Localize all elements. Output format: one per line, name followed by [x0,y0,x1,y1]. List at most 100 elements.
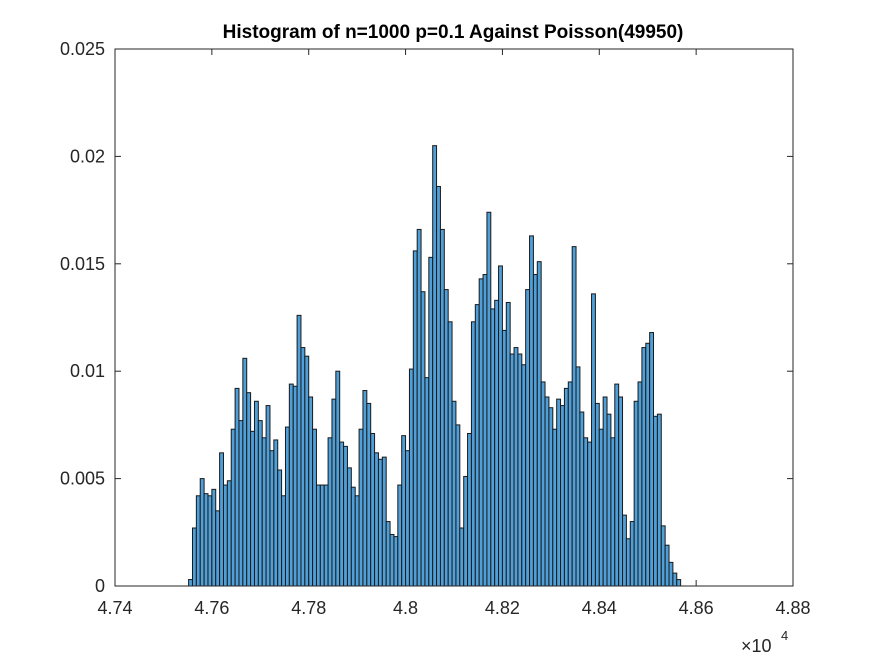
histogram-bar [625,538,631,587]
histogram-bar [292,385,298,587]
histogram-bar [219,452,224,587]
histogram-bar [478,278,484,587]
histogram-bar [203,493,209,587]
x-tick-label: 4.86 [679,598,714,618]
histogram-bar [253,400,259,587]
histogram-bar [610,437,616,587]
y-tick-label: 0.01 [70,361,105,381]
histogram-bar [277,469,283,587]
x-axis: 4.74 4.76 4.78 4.8 4.82 4.84 4.86 4.88 [97,49,811,618]
histogram-bar [412,250,418,587]
histogram-bar [304,355,310,587]
histogram-bar [656,413,662,587]
histogram-bar [556,398,562,587]
histogram-bar [536,261,542,587]
histogram-bar [346,467,352,587]
histogram-bar [653,415,658,587]
histogram-bar [416,228,422,587]
histogram-bar [575,366,581,587]
histogram-bar [362,390,368,587]
x-tick-label: 4.76 [194,598,229,618]
histogram-bar [494,299,500,587]
histogram-bar [191,527,197,587]
histogram-bar [459,527,465,587]
histogram-bar [501,329,507,587]
histogram-bar [343,445,348,587]
histogram-bar [571,246,577,587]
histogram-bar [401,435,407,587]
histogram-bar [230,428,236,587]
histogram-bar [215,510,221,587]
histogram-bar [525,289,531,587]
histogram-bar [397,484,403,587]
histogram-bar [602,396,608,587]
histogram-bar [366,402,372,587]
y-tick-label: 0.02 [70,146,105,166]
x-tick-label: 4.74 [97,598,132,618]
histogram-bar [540,381,546,587]
histogram-bar [563,387,569,587]
histogram-bar [315,484,321,587]
histogram-bar [544,396,550,587]
histogram-bar [370,432,376,587]
histogram-bar [560,405,565,587]
histogram-bar [199,478,205,587]
histogram-bar [207,495,213,587]
histogram-bar [436,185,441,587]
histogram-bar [455,424,461,587]
histogram-bar [645,342,651,587]
histogram-bar [381,456,387,587]
histogram-bar [676,579,682,587]
histogram-bar [377,458,383,587]
histogram-bar [641,347,647,587]
histogram-bar [408,368,414,587]
histogram-bar [323,484,329,587]
histogram-bar [664,544,670,587]
histogram-bar [327,437,333,587]
x-tick-label: 4.8 [393,598,418,618]
histogram-bar [350,486,356,587]
histogram-bar [505,301,511,587]
histogram-bar [443,289,449,587]
histogram-bar [486,211,492,587]
histogram-bar [393,536,399,587]
histogram-bar [195,495,201,587]
histogram-bar [498,265,503,587]
histogram-bar [354,495,360,587]
histogram-bar [257,420,263,587]
histogram-bar [424,377,430,587]
histogram-bar [552,428,558,587]
histogram-bar [637,381,643,587]
histogram-bar [672,572,678,587]
histogram-bar [269,450,275,587]
histogram-bar [470,321,476,587]
histogram-bar [660,525,666,587]
histogram-bar [618,396,624,587]
y-tick-label: 0 [95,576,105,596]
histogram-bar [335,370,341,587]
histogram-bar [420,291,426,587]
histogram-bar [281,495,286,587]
histogram-bar [374,452,379,587]
histogram-bar [467,432,472,587]
x-tick-label: 4.84 [582,598,617,618]
chart-title: Histogram of n=1000 p=0.1 Against Poisso… [223,22,684,43]
histogram-bar [513,347,519,587]
y-tick-label: 0.025 [60,39,105,59]
histogram-bar [463,475,469,587]
histogram-bar [532,274,538,587]
histogram-bar [579,411,585,587]
histogram-bar [606,413,612,587]
histogram-bar [529,235,534,587]
histogram-bar [385,521,391,587]
histogram-bar [490,308,496,587]
histogram-bar [358,428,364,587]
histogram-bar [439,228,445,587]
histogram-bar [226,480,232,587]
histogram-bar [296,314,302,587]
histogram-bar [521,364,527,587]
histogram-bar [591,293,596,587]
histogram-bar [451,400,457,587]
histogram-bar [594,402,600,587]
